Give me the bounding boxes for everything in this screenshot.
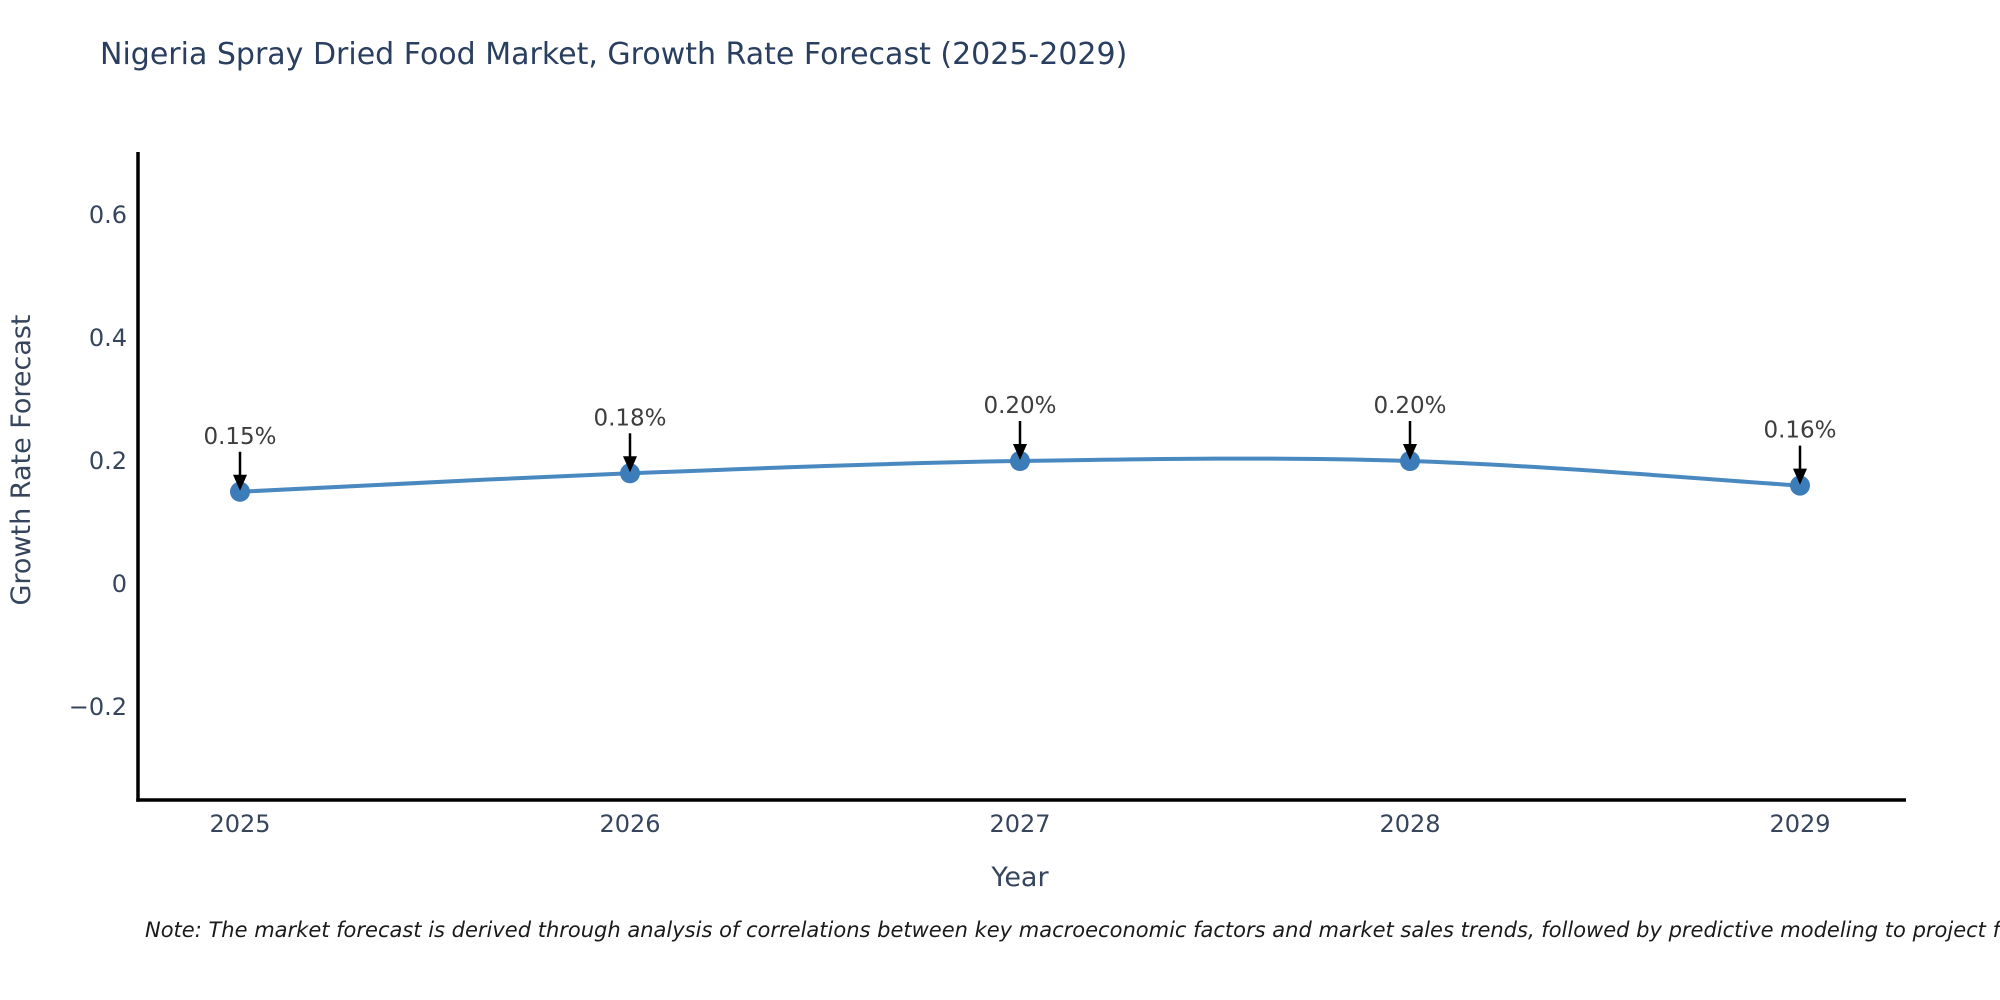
y-tick-label: 0.4 xyxy=(89,324,127,352)
annotation-arrow-head xyxy=(623,456,637,473)
chart-title: Nigeria Spray Dried Food Market, Growth … xyxy=(100,37,1128,72)
annotation-label: 0.20% xyxy=(983,393,1056,419)
annotation-label: 0.20% xyxy=(1373,393,1446,419)
annotation-arrow-head xyxy=(1403,444,1417,460)
x-tick-label: 2029 xyxy=(1769,810,1830,838)
y-tick-label: −0.2 xyxy=(69,693,127,721)
chart-footnote: Note: The market forecast is derived thr… xyxy=(145,918,2000,942)
y-tick-label: 0 xyxy=(112,570,127,598)
data-point-marker xyxy=(1400,451,1420,471)
annotation-label: 0.15% xyxy=(203,424,276,450)
data-point-marker xyxy=(230,481,250,502)
data-point-marker xyxy=(1010,451,1030,471)
annotation-arrow-head xyxy=(1793,468,1807,485)
annotation-label: 0.18% xyxy=(593,405,666,431)
x-tick-label: 2027 xyxy=(989,810,1050,838)
y-tick-label: 0.6 xyxy=(89,201,127,229)
x-tick-label: 2026 xyxy=(599,810,660,838)
data-point-marker xyxy=(1790,475,1810,496)
annotation-label: 0.16% xyxy=(1763,418,1836,444)
annotation-arrow-head xyxy=(1013,444,1027,460)
y-axis-title: Growth Rate Forecast xyxy=(6,314,37,605)
x-axis-title: Year xyxy=(990,862,1049,893)
y-tick-label: 0.2 xyxy=(89,447,127,475)
x-tick-label: 2025 xyxy=(209,810,270,838)
data-point-marker xyxy=(620,463,640,484)
x-tick-label: 2028 xyxy=(1379,810,1440,838)
annotation-arrow-head xyxy=(233,474,247,491)
